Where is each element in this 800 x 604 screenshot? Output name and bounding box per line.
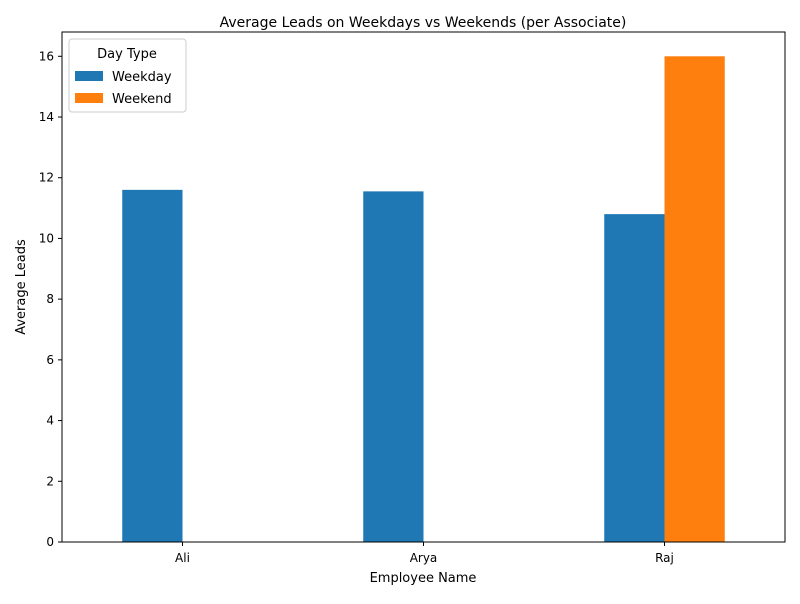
- bar-weekday-raj: [604, 214, 665, 542]
- chart-title: Average Leads on Weekdays vs Weekends (p…: [220, 15, 627, 31]
- x-tick-label: Arya: [410, 551, 438, 565]
- y-tick-label: 0: [46, 535, 54, 549]
- bars-group: [122, 56, 725, 543]
- legend-swatch-weekday: [75, 71, 103, 81]
- plot-frame: [61, 31, 786, 543]
- y-axis-ticks: 0 2 4 6 8 10 12 14 16: [39, 49, 62, 549]
- x-tick-label: Ali: [175, 551, 190, 565]
- y-tick-label: 12: [39, 171, 54, 185]
- x-axis-label: Employee Name: [370, 571, 477, 586]
- legend-items: Weekday Weekend: [75, 70, 172, 107]
- y-tick-label: 8: [46, 292, 54, 306]
- legend-title: Day Type: [97, 47, 157, 62]
- x-axis-ticks: Ali Arya Raj: [175, 542, 674, 565]
- x-tick-label: Raj: [655, 551, 674, 565]
- y-tick-label: 10: [39, 231, 54, 245]
- legend-label-weekend: Weekend: [112, 92, 172, 107]
- y-tick-label: 6: [46, 353, 54, 367]
- legend-label-weekday: Weekday: [112, 70, 172, 85]
- bar-weekday-arya: [363, 191, 424, 542]
- bar-weekend-raj: [664, 56, 725, 543]
- legend: Day Type Weekday Weekend: [68, 38, 187, 113]
- y-tick-label: 14: [39, 110, 54, 124]
- bar-weekday-ali: [122, 189, 183, 542]
- legend-swatch-weekend: [75, 93, 103, 103]
- y-tick-label: 4: [46, 414, 54, 428]
- y-tick-label: 2: [46, 474, 54, 488]
- y-axis-label: Average Leads: [14, 239, 29, 335]
- y-tick-label: 16: [39, 49, 54, 63]
